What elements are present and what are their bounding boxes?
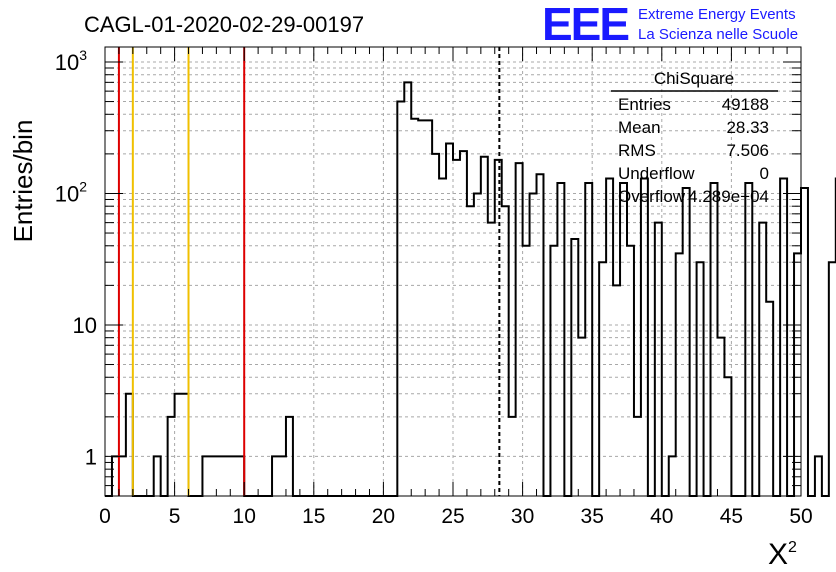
stats-row-value: 28.33 — [726, 118, 769, 137]
x-tick-label: 50 — [789, 505, 812, 528]
stats-row-label: Mean — [618, 118, 661, 137]
y-tick-label: 103 — [55, 47, 87, 75]
chart-title: CAGL-01-2020-02-29-00197 — [84, 12, 364, 37]
stats-row-label: Underflow — [618, 164, 695, 183]
y-tick-label: 1 — [85, 444, 97, 469]
y-tick-label: 102 — [55, 178, 87, 206]
x-axis-label: X2 — [768, 538, 797, 571]
stats-row-value: 4.289e+04 — [688, 187, 769, 206]
stats-row-label: Overflow — [618, 187, 686, 206]
x-tick-label: 15 — [302, 505, 325, 528]
x-tick-label: 20 — [372, 505, 395, 528]
stats-row-value: 0 — [760, 164, 769, 183]
x-tick-label: 5 — [169, 505, 181, 528]
logo-line-2: La Scienza nelle Scuole — [638, 26, 798, 43]
stats-box-title: ChiSquare — [654, 69, 734, 88]
x-tick-label: 0 — [99, 505, 111, 528]
stats-row-label: Entries — [618, 95, 671, 114]
stats-row-value: 49188 — [722, 95, 769, 114]
x-tick-label: 10 — [233, 505, 256, 528]
x-tick-label: 45 — [720, 505, 743, 528]
stats-row-label: RMS — [618, 141, 656, 160]
x-tick-label: 25 — [441, 505, 464, 528]
axis-ticks: 0 5 10 15 20 25 30 35 40 45 50 1 10 102 103 — [55, 47, 813, 528]
logo-line-1: Extreme Energy Events — [638, 6, 796, 23]
marker-lines — [117, 47, 501, 496]
y-tick-label: 10 — [73, 313, 97, 338]
x-tick-label: 35 — [581, 505, 604, 528]
y-axis-label: Entries/bin — [8, 120, 38, 243]
x-tick-label: 30 — [511, 505, 534, 528]
eee-logo: EEE Extreme Energy Events La Scienza nel… — [542, 0, 798, 50]
stats-box: ChiSquare Entries 49188 Mean 28.33 RMS 7.506 U… — [611, 69, 778, 206]
x-tick-label: 40 — [650, 505, 673, 528]
stats-row-value: 7.506 — [726, 141, 769, 160]
logo-mark: EEE — [542, 0, 628, 50]
